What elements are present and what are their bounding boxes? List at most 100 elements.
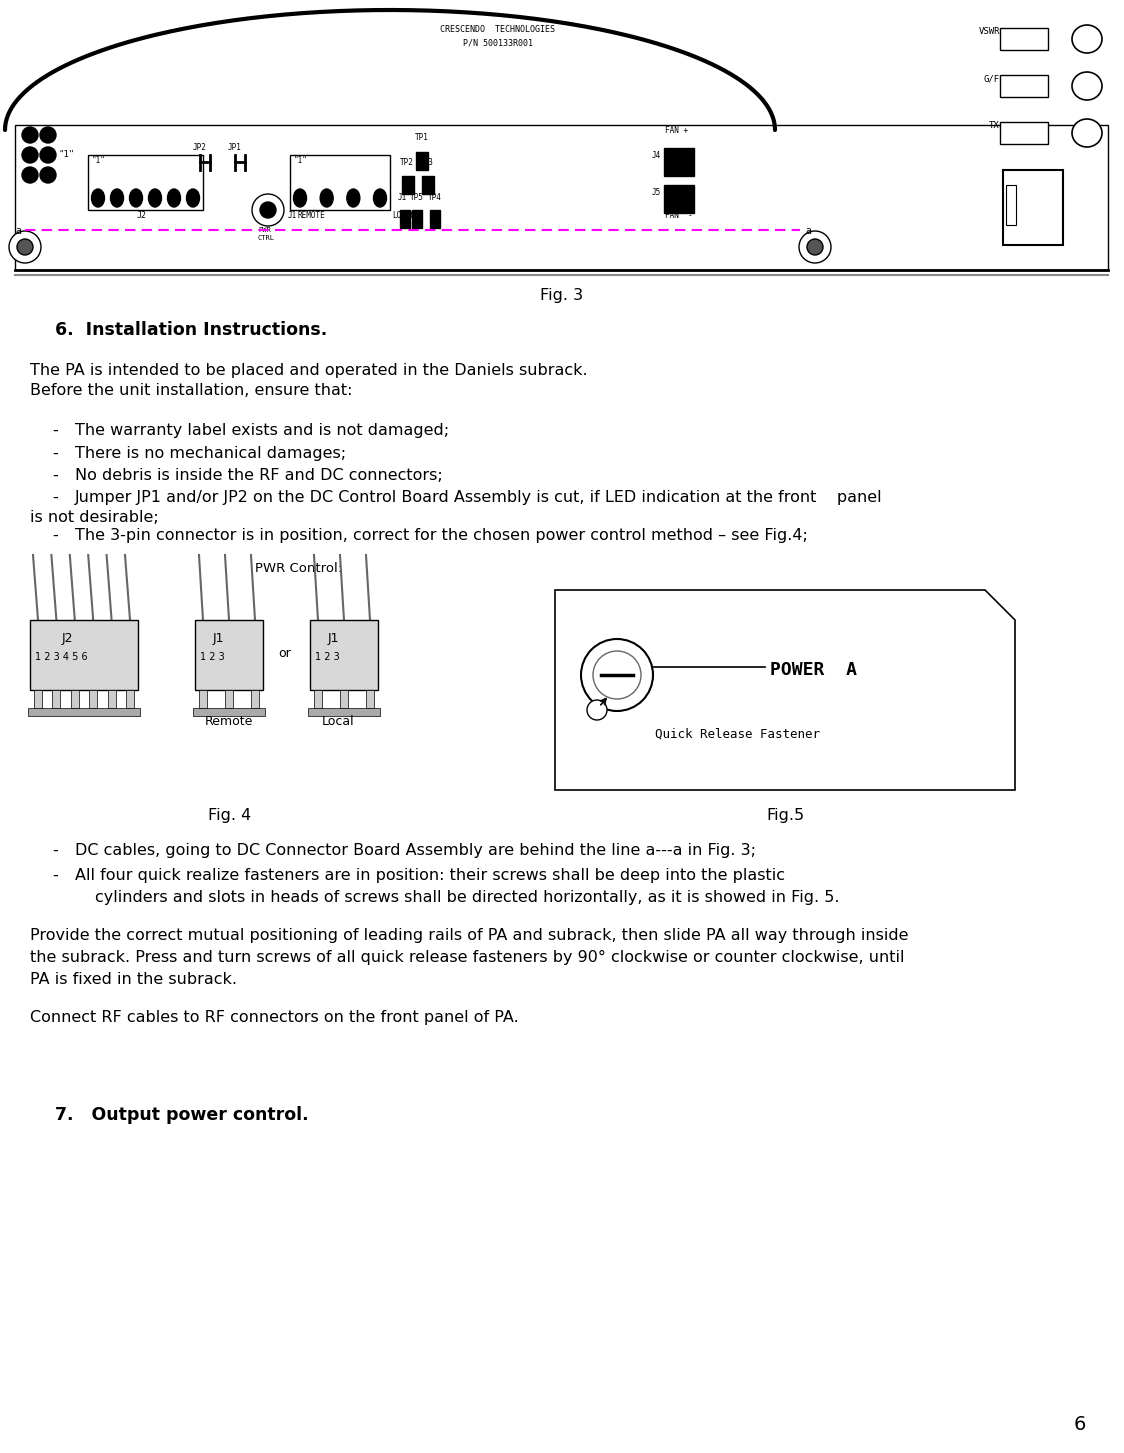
Ellipse shape (1072, 119, 1102, 147)
Text: -: - (52, 527, 57, 543)
Bar (53, 690, 61, 708)
Text: J4: J4 (652, 151, 661, 160)
Text: 1 2 3: 1 2 3 (200, 652, 225, 663)
Text: Before the unit installation, ensure that:: Before the unit installation, ensure tha… (30, 384, 353, 398)
Bar (15, 125, 1108, 270)
Circle shape (22, 167, 38, 183)
Bar (422, 176, 434, 195)
Circle shape (260, 202, 277, 218)
Text: Quick Release Fastener: Quick Release Fastener (655, 728, 821, 741)
Text: Fig.5: Fig.5 (765, 808, 804, 822)
Text: No debris is inside the RF and DC connectors;: No debris is inside the RF and DC connec… (75, 468, 443, 482)
Bar (310, 620, 378, 690)
Circle shape (799, 231, 831, 263)
Text: TP1: TP1 (415, 134, 429, 142)
Text: a: a (805, 227, 812, 235)
Text: Connect RF cables to RF connectors on the front panel of PA.: Connect RF cables to RF connectors on th… (30, 1010, 519, 1024)
Bar (88, 155, 203, 211)
Circle shape (252, 195, 284, 227)
Bar (290, 155, 390, 211)
Text: CTRL: CTRL (257, 235, 274, 241)
Text: -: - (52, 843, 57, 859)
Text: "1": "1" (92, 155, 106, 166)
Bar (400, 211, 410, 228)
Text: "1": "1" (58, 150, 74, 158)
Bar (1006, 185, 1016, 225)
Text: cylinders and slots in heads of screws shall be directed horizontally, as it is : cylinders and slots in heads of screws s… (96, 891, 840, 905)
Bar (1000, 76, 1048, 97)
Ellipse shape (167, 189, 181, 206)
Text: 7.   Output power control.: 7. Output power control. (55, 1106, 309, 1125)
Bar (225, 690, 233, 708)
Text: -: - (52, 423, 57, 437)
Bar (366, 690, 374, 708)
Circle shape (40, 147, 56, 163)
Text: CRESCENDO  TECHNOLOGIES: CRESCENDO TECHNOLOGIES (441, 25, 555, 33)
Text: "1": "1" (294, 155, 308, 166)
Text: J1: J1 (398, 193, 407, 202)
Ellipse shape (187, 189, 199, 206)
Text: Local: Local (321, 715, 355, 728)
Text: JP2: JP2 (193, 142, 207, 153)
Text: -: - (52, 867, 57, 883)
Text: Provide the correct mutual positioning of leading rails of PA and subrack, then : Provide the correct mutual positioning o… (30, 928, 908, 943)
Bar (664, 148, 694, 176)
Text: -: - (52, 446, 57, 461)
Text: Remote: Remote (205, 715, 253, 728)
Text: TP3: TP3 (420, 158, 434, 167)
Text: -: - (52, 490, 57, 506)
Text: a: a (15, 227, 21, 235)
Circle shape (40, 126, 56, 142)
Bar (71, 690, 79, 708)
Circle shape (22, 147, 38, 163)
Text: Fig. 3: Fig. 3 (541, 288, 583, 304)
Text: FAN  -: FAN - (665, 211, 692, 219)
Bar (664, 185, 694, 214)
Bar (251, 690, 259, 708)
Text: The warranty label exists and is not damaged;: The warranty label exists and is not dam… (75, 423, 450, 437)
Bar (1000, 28, 1048, 49)
Text: J5: J5 (652, 187, 661, 198)
Ellipse shape (373, 189, 387, 206)
Bar (30, 620, 138, 690)
Text: -: - (52, 468, 57, 482)
Text: 6.  Installation Instructions.: 6. Installation Instructions. (55, 321, 327, 339)
Bar (89, 690, 97, 708)
Text: FAN +: FAN + (665, 126, 688, 135)
Ellipse shape (320, 189, 333, 206)
Text: PWR Control:: PWR Control: (255, 562, 342, 575)
Bar (413, 211, 422, 228)
Circle shape (9, 231, 40, 263)
Bar (28, 708, 140, 716)
Ellipse shape (1072, 73, 1102, 100)
Text: the subrack. Press and turn screws of all quick release fasteners by 90° clockwi: the subrack. Press and turn screws of al… (30, 950, 905, 965)
Text: The PA is intended to be placed and operated in the Daniels subrack.: The PA is intended to be placed and oper… (30, 363, 588, 378)
Text: is not desirable;: is not desirable; (30, 510, 158, 525)
Ellipse shape (148, 189, 162, 206)
Bar (416, 153, 428, 170)
Bar (194, 620, 263, 690)
Text: TP4: TP4 (428, 193, 442, 202)
Text: LOCAL: LOCAL (392, 211, 415, 219)
Text: VSWR: VSWR (979, 28, 1000, 36)
Text: J1: J1 (214, 632, 225, 645)
Bar (1000, 122, 1048, 144)
Polygon shape (555, 590, 1015, 790)
Ellipse shape (129, 189, 143, 206)
Circle shape (581, 639, 653, 711)
Text: JP1: JP1 (228, 142, 242, 153)
Text: J2: J2 (137, 211, 147, 219)
Text: 6: 6 (1073, 1415, 1086, 1434)
Ellipse shape (110, 189, 124, 206)
Text: The 3-pin connector is in position, correct for the chosen power control method : The 3-pin connector is in position, corr… (75, 527, 808, 543)
Text: Fig. 4: Fig. 4 (208, 808, 252, 822)
Text: Jumper JP1 and/or JP2 on the DC Control Board Assembly is cut, if LED indication: Jumper JP1 and/or JP2 on the DC Control … (75, 490, 882, 506)
Text: J1: J1 (328, 632, 339, 645)
Text: PWR: PWR (259, 227, 271, 232)
Circle shape (22, 126, 38, 142)
Bar (308, 708, 380, 716)
Text: PA is fixed in the subrack.: PA is fixed in the subrack. (30, 972, 237, 987)
Text: 1 2 3: 1 2 3 (315, 652, 339, 663)
Text: POWER  A: POWER A (770, 661, 856, 679)
Ellipse shape (347, 189, 360, 206)
